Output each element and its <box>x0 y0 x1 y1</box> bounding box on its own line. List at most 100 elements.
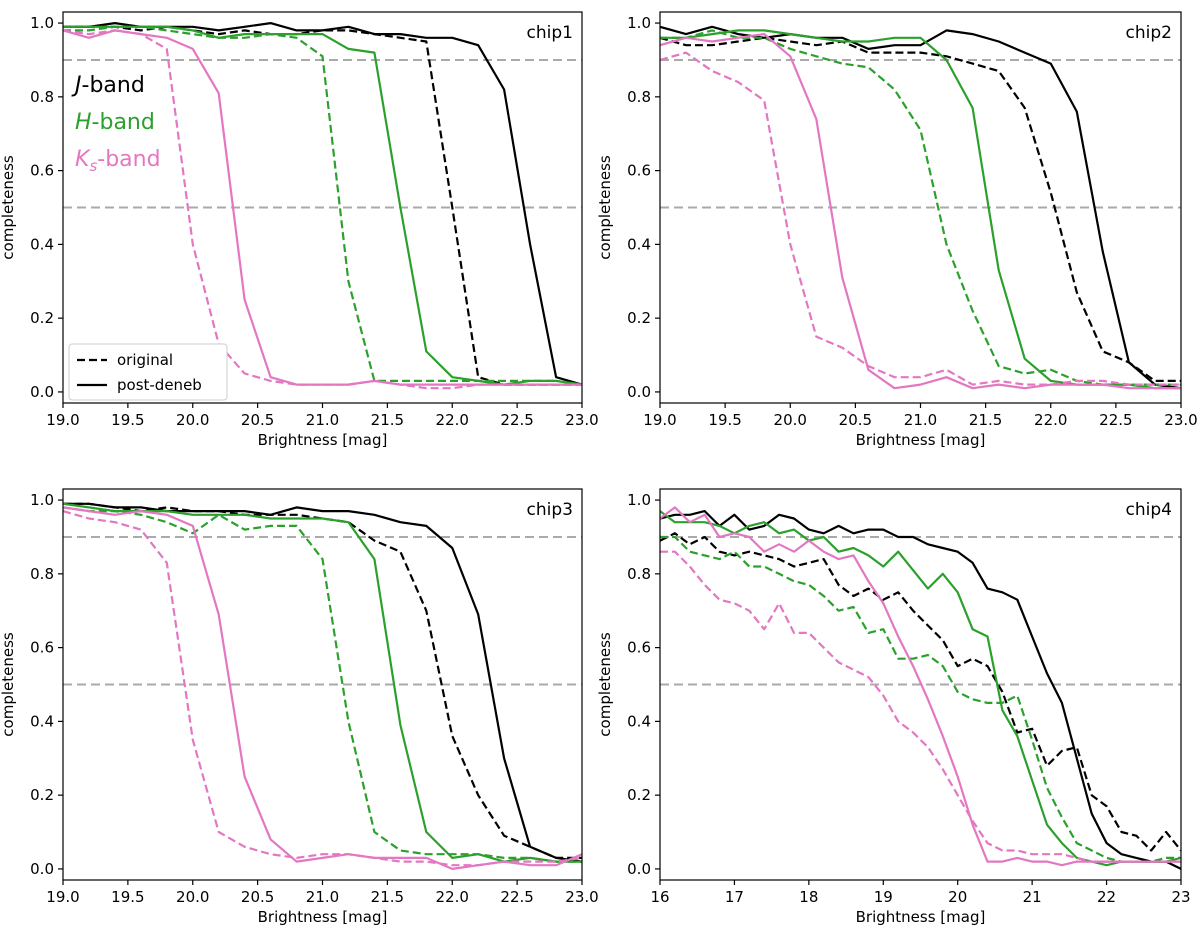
y-tick-label: 0.4 <box>30 712 54 730</box>
series-line-j-dashed <box>63 25 582 386</box>
y-tick-label: 0.4 <box>627 235 651 253</box>
y-tick-label: 0.6 <box>627 162 651 180</box>
band-label: Ks-band <box>75 147 161 175</box>
x-axis-label: Brightness [mag] <box>258 431 388 449</box>
y-tick-label: 1.0 <box>627 14 651 32</box>
x-tick-label: 19.5 <box>708 411 741 429</box>
panel-title: chip3 <box>527 500 573 520</box>
band-label: H-band <box>75 110 155 135</box>
series-line-h-solid <box>63 502 582 863</box>
y-tick-label: 0.2 <box>30 786 54 804</box>
y-tick-label: 0.8 <box>627 565 651 583</box>
x-axis-label: Brightness [mag] <box>258 908 388 926</box>
series-line-j-dashed <box>63 502 582 860</box>
y-tick-label: 1.0 <box>627 491 651 509</box>
x-tick-label: 20.5 <box>839 411 872 429</box>
x-tick-label: 23 <box>1171 888 1190 906</box>
x-tick-label: 22.5 <box>1099 411 1132 429</box>
y-axis-label: completeness <box>0 632 17 737</box>
y-tick-label: 0.0 <box>30 860 54 878</box>
legend-box <box>68 343 228 401</box>
y-tick-label: 0.0 <box>30 383 54 401</box>
series-line-ks-dashed <box>63 510 582 867</box>
x-tick-label: 20.5 <box>241 888 274 906</box>
x-tick-label: 20 <box>948 888 967 906</box>
series-line-h-solid <box>660 510 1181 867</box>
series-line-j-dashed <box>660 532 1181 852</box>
x-axis-label: Brightness [mag] <box>856 908 986 926</box>
series-line-ks-solid <box>63 29 582 386</box>
y-tick-label: 0.6 <box>627 639 651 657</box>
x-tick-label: 21.0 <box>306 888 339 906</box>
x-axis-label: Brightness [mag] <box>856 431 986 449</box>
x-tick-label: 19 <box>874 888 893 906</box>
y-tick-label: 0.6 <box>30 639 54 657</box>
y-tick-label: 0.2 <box>30 309 54 327</box>
y-axis-label: completeness <box>596 632 614 737</box>
x-tick-label: 20.0 <box>774 411 807 429</box>
series-line-ks-dashed <box>660 51 1181 386</box>
chip3-panel: 19.0 19.5 20.0 20.5 21.0 21.5 22.0 22.5 23.0 0.0 0… <box>0 488 599 926</box>
series-line-ks-solid <box>63 506 582 871</box>
chip2-panel: 19.0 19.5 20.0 20.5 21.0 21.5 22.0 22.5 23.0 0.0 0… <box>596 11 1198 449</box>
series-line-j-solid <box>63 502 582 863</box>
x-tick-label: 22.5 <box>500 888 533 906</box>
x-tick-label: 22.5 <box>500 411 533 429</box>
y-tick-label: 0.8 <box>30 565 54 583</box>
legend-dashed-label: original <box>117 351 173 369</box>
series-line-ks-dashed <box>660 550 1181 863</box>
chip4-panel: 16 17 18 19 20 21 22 23 0.0 0.2 0.4 0.6 0.8 1.0 Bright… <box>596 488 1191 926</box>
y-tick-label: 0.8 <box>30 88 54 106</box>
x-tick-label: 21.5 <box>371 888 404 906</box>
panel-title: chip1 <box>527 23 573 43</box>
x-tick-label: 22 <box>1097 888 1116 906</box>
band-label: J-band <box>71 73 145 98</box>
x-tick-label: 21.5 <box>371 411 404 429</box>
x-tick-label: 21.0 <box>306 411 339 429</box>
legend: original post-deneb <box>68 343 228 401</box>
x-tick-label: 20.5 <box>241 411 274 429</box>
x-tick-label: 19.0 <box>643 411 676 429</box>
x-tick-label: 22.0 <box>436 411 469 429</box>
x-tick-label: 21.5 <box>969 411 1002 429</box>
y-axis-label: completeness <box>0 155 17 260</box>
panel-title: chip2 <box>1126 23 1172 43</box>
y-tick-label: 0.0 <box>627 383 651 401</box>
x-tick-label: 19.0 <box>46 888 79 906</box>
y-tick-label: 0.0 <box>627 860 651 878</box>
y-tick-label: 1.0 <box>30 14 54 32</box>
series-line-h-solid <box>660 29 1181 390</box>
y-tick-label: 0.4 <box>30 235 54 253</box>
x-tick-label: 22.0 <box>1034 411 1067 429</box>
y-tick-label: 0.8 <box>627 88 651 106</box>
series-line-j-dashed <box>660 36 1181 382</box>
panel-title: chip4 <box>1126 500 1172 520</box>
series-line-h-dashed <box>63 506 582 863</box>
axes-frame <box>659 488 1182 881</box>
x-tick-label: 16 <box>650 888 669 906</box>
series-line-ks-solid <box>660 506 1181 867</box>
y-tick-label: 0.2 <box>627 786 651 804</box>
series-line-ks-solid <box>660 32 1181 390</box>
x-tick-label: 19.0 <box>46 411 79 429</box>
x-tick-label: 19.5 <box>111 411 144 429</box>
series-line-h-solid <box>63 25 582 386</box>
y-tick-label: 0.2 <box>627 309 651 327</box>
x-tick-label: 18 <box>799 888 818 906</box>
y-axis-label: completeness <box>596 155 614 260</box>
x-tick-label: 19.5 <box>111 888 144 906</box>
x-tick-label: 22.0 <box>436 888 469 906</box>
x-tick-label: 17 <box>725 888 744 906</box>
y-tick-label: 0.6 <box>30 162 54 180</box>
x-tick-label: 21 <box>1023 888 1042 906</box>
x-tick-label: 23.0 <box>565 411 598 429</box>
series-line-h-dashed <box>660 535 1181 863</box>
x-tick-label: 23.0 <box>1164 411 1197 429</box>
series-line-j-solid <box>660 25 1181 390</box>
series-line-h-dashed <box>660 29 1181 386</box>
y-tick-label: 1.0 <box>30 491 54 509</box>
series-line-j-solid <box>660 510 1181 870</box>
legend-solid-label: post-deneb <box>117 376 202 394</box>
